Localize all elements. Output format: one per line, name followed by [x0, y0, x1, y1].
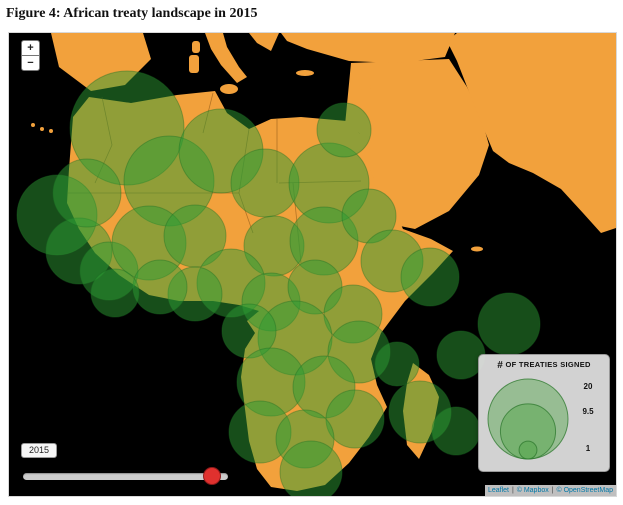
island-crete — [296, 70, 314, 76]
attribution-separator: | — [551, 487, 554, 494]
legend-tick-label: 20 — [584, 382, 593, 391]
treaty-bubble[interactable] — [400, 247, 460, 307]
legend-scale: 209.51 — [487, 378, 594, 460]
landmass-anatolia — [281, 33, 455, 63]
map-attribution: Leaflet | © Mapbox | © OpenStreetMap — [484, 485, 616, 496]
island-corsica — [192, 41, 200, 53]
treaty-bubble[interactable] — [279, 440, 343, 496]
map-canvas[interactable] — [9, 33, 616, 496]
treaty-bubbles-layer — [16, 70, 541, 496]
treaties-legend: # OF TREATIES SIGNED 20 9.5 1 — [478, 354, 610, 472]
treaty-bubble[interactable] — [132, 259, 188, 315]
treaty-map[interactable]: + − 2015 # OF TREATIES SIGNED 20 9.5 1 Lea… — [8, 32, 617, 497]
treaty-bubble[interactable] — [52, 158, 122, 228]
island-canary — [40, 127, 44, 131]
treaty-bubble[interactable] — [431, 406, 481, 456]
timeline-slider-track[interactable] — [23, 473, 228, 480]
zoom-control: + − — [21, 40, 40, 71]
island-socotra — [471, 246, 483, 252]
treaty-bubble[interactable] — [325, 389, 385, 449]
timeline-slider-handle[interactable] — [203, 467, 221, 485]
island-cyprus — [359, 84, 371, 90]
island-canary — [49, 129, 53, 133]
leaflet-link[interactable]: Leaflet — [487, 487, 509, 494]
legend-tick-label: 9.5 — [582, 407, 594, 416]
osm-link[interactable]: © OpenStreetMap — [556, 487, 613, 494]
legend-title-text: OF TREATIES SIGNED — [503, 360, 591, 369]
legend-title-hash: # — [497, 360, 504, 371]
island-sardinia — [189, 55, 199, 73]
zoom-in-button[interactable]: + — [21, 40, 40, 56]
zoom-out-button[interactable]: − — [21, 55, 40, 71]
timeline-year-label: 2015 — [21, 443, 58, 458]
treaty-bubble[interactable] — [90, 268, 140, 318]
island-sicily — [220, 84, 238, 94]
legend-scale-circle — [518, 440, 538, 460]
landmass-italy — [205, 33, 247, 83]
landmass-greece — [249, 33, 279, 51]
mapbox-link[interactable]: © Mapbox — [516, 487, 549, 494]
landmass-south-asia — [447, 33, 616, 233]
island-canary — [31, 123, 35, 127]
attribution-separator: | — [511, 487, 514, 494]
treaty-bubble[interactable] — [316, 102, 372, 158]
treaty-bubble[interactable] — [374, 341, 420, 387]
figure-title: Figure 4: African treaty landscape in 20… — [6, 6, 258, 21]
landmass-arabia-levant — [345, 59, 489, 229]
treaty-bubble[interactable] — [477, 292, 541, 356]
legend-title: # OF TREATIES SIGNED — [482, 360, 606, 371]
island-balearic — [122, 61, 132, 65]
legend-tick-label: 1 — [586, 444, 591, 453]
